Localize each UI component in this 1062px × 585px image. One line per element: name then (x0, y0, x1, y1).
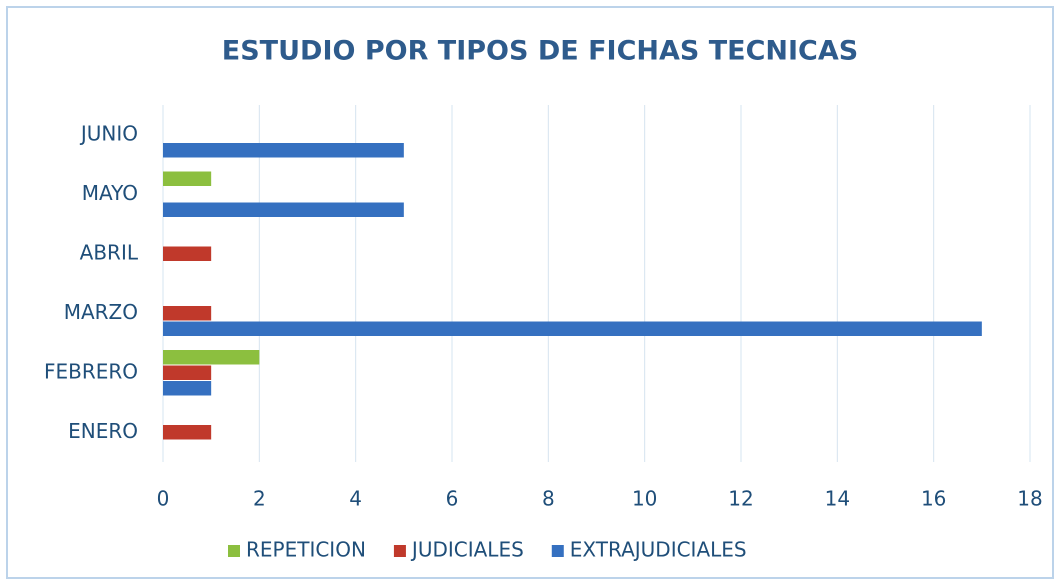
y-tick-label: FEBRERO (44, 359, 138, 383)
legend-swatch (228, 545, 240, 557)
bar (163, 321, 982, 336)
x-tick-label: 6 (446, 487, 459, 511)
x-tick-label: 12 (728, 487, 753, 511)
bar (163, 425, 212, 440)
bar (163, 365, 212, 380)
x-tick-label: 8 (542, 487, 555, 511)
legend-label: REPETICION (246, 538, 366, 562)
x-tick-label: 10 (632, 487, 657, 511)
x-tick-label: 0 (157, 487, 170, 511)
bar (163, 381, 212, 396)
legend-swatch (551, 545, 564, 557)
x-tick-label: 18 (1017, 487, 1042, 511)
y-tick-label: MARZO (64, 300, 138, 324)
legend-swatch (393, 545, 406, 557)
x-tick-label: 4 (349, 487, 362, 511)
chart-title: ESTUDIO POR TIPOS DE FICHAS TECNICAS (222, 36, 858, 67)
y-tick-label: MAYO (82, 181, 138, 205)
y-tick-label: ENERO (68, 419, 138, 443)
bar (163, 171, 212, 186)
legend-label: JUDICIALES (410, 538, 524, 562)
x-tick-label: 16 (921, 487, 946, 511)
bar (163, 143, 404, 158)
bar (163, 202, 404, 217)
x-tick-label: 2 (253, 487, 266, 511)
bar (163, 350, 260, 365)
bar (163, 306, 212, 321)
y-tick-label: ABRIL (80, 240, 139, 264)
bar (163, 246, 212, 261)
x-tick-label: 14 (825, 487, 850, 511)
chart-border (6, 6, 1054, 579)
legend-label: EXTRAJUDICIALES (570, 538, 747, 562)
y-tick-label: JUNIO (79, 121, 138, 145)
